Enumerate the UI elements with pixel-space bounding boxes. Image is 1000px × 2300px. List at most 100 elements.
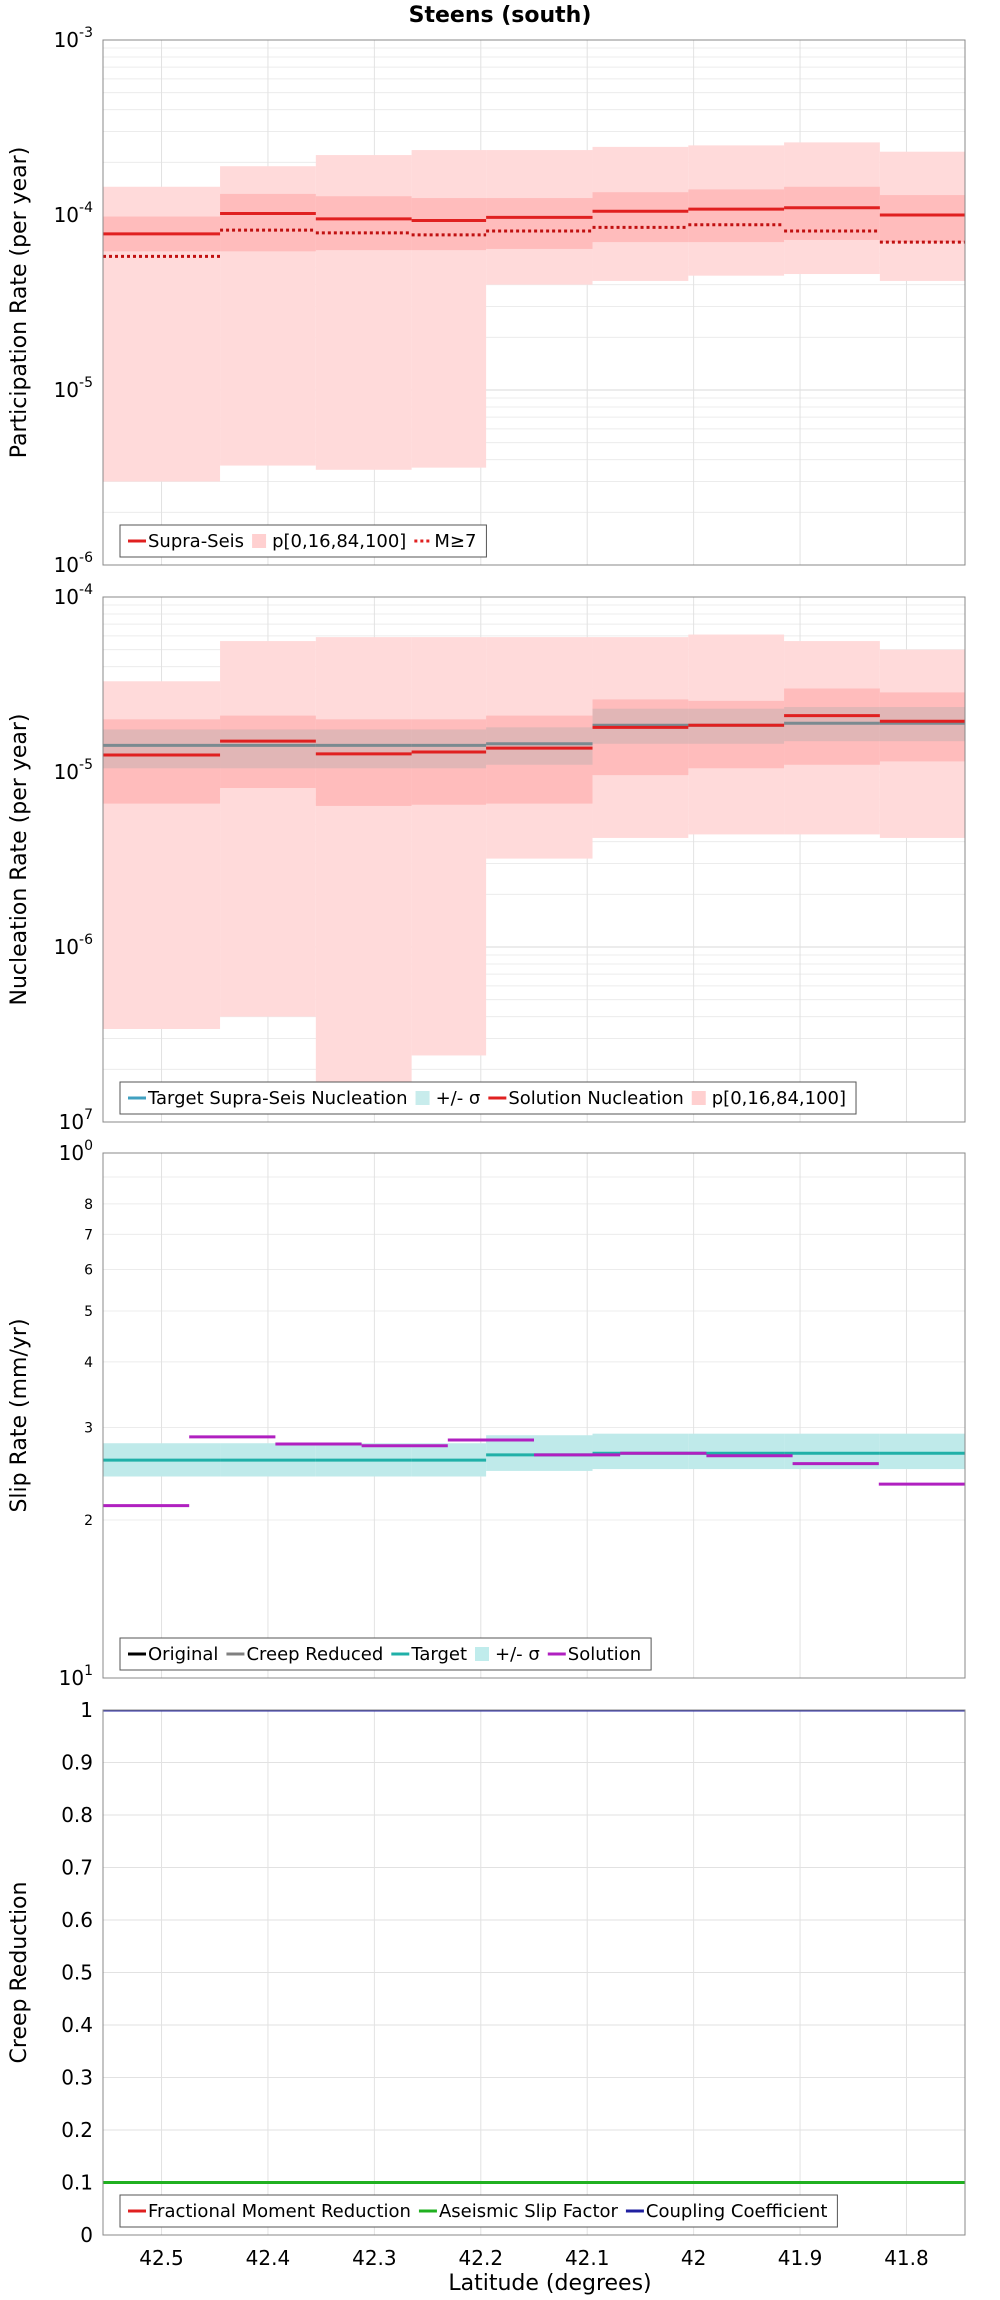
panel-nucleation: 107 10-6 10-5 10-4 Nucleation Rate (per year… (7, 582, 966, 1134)
y-tick-label: 0.5 (61, 1961, 93, 1985)
plot-frame (102, 39, 966, 566)
band-slip-0 (688, 1433, 785, 1470)
legend-label: +/- σ (495, 1644, 540, 1665)
legend-box (119, 1081, 857, 1115)
band-participation-0 (411, 150, 487, 468)
legend-label: Target Supra-Seis Nucleation (147, 1088, 408, 1109)
legend-background (120, 2195, 838, 2227)
x-tick-label: 42.2 (459, 2246, 504, 2270)
panel-participation: 10-6 10-5 10-4 10-3 Participation Rate (per … (7, 25, 966, 577)
y-tick-label: 10-4 (54, 200, 94, 227)
legend-box (119, 1637, 652, 1671)
legend-creep: Fractional Moment Reduction Aseismic Slip… (119, 2194, 838, 2228)
y-tick-label: 10-6 (54, 932, 94, 959)
data-layer (103, 142, 965, 482)
band-participation-1 (592, 192, 689, 243)
plot-area (103, 1153, 965, 1678)
band-participation-1 (220, 193, 316, 252)
y-tick-label: 0.7 (61, 1856, 93, 1880)
x-axis-label: Latitude (degrees) (448, 2271, 651, 2296)
y-tick-label: 0.2 (61, 2118, 93, 2142)
y-tick-label: 10-3 (54, 25, 93, 52)
band-nucleation-0 (315, 637, 412, 1082)
legend-label: Creep Reduced (246, 1644, 383, 1665)
band-nucleation-2 (411, 729, 487, 769)
legend-label: Aseismic Slip Factor (439, 2201, 619, 2222)
legend-background (120, 1082, 857, 1114)
band-participation-1 (486, 198, 593, 249)
legend-label: Solution Nucleation (508, 1088, 683, 1109)
y-tick-label: 100 (59, 1138, 93, 1165)
legend-label: M≥7 (434, 531, 476, 552)
y-tick-label: 101 (59, 1663, 93, 1690)
y-tick-label: 8 (84, 1197, 93, 1213)
y-tick-label: 0.9 (61, 1751, 93, 1775)
legend-swatch (415, 1091, 430, 1105)
band-participation-1 (879, 195, 965, 243)
legend-swatch-band (475, 1647, 489, 1661)
y-tick-label: 10-6 (54, 550, 94, 577)
band-nucleation-2 (486, 727, 593, 765)
panel-creep: 0 0.1 0.2 0.3 0.4 0.5 0.6 0.7 0.8 0.9 1 Creep Reduc… (7, 1698, 966, 2270)
y-axis-label: Nucleation Rate (per year) (7, 714, 32, 1006)
legend-box (119, 524, 487, 558)
legend-label: p[0,16,84,100] (272, 531, 406, 552)
legend-label: Fractional Moment Reduction (148, 2201, 411, 2222)
y-tick-label: 2 (84, 1513, 93, 1529)
data-layer (103, 1433, 965, 1508)
band-slip-0 (879, 1433, 965, 1470)
legend-box (119, 2194, 838, 2228)
y-axis-label: Creep Reduction (7, 1882, 32, 2064)
band-nucleation-0 (220, 641, 316, 1017)
legend-background (120, 525, 487, 557)
legend-swatch (252, 534, 267, 548)
y-tick-label: 10-4 (54, 582, 94, 609)
legend-swatch-band (252, 534, 267, 548)
band-participation-1 (688, 189, 785, 243)
y-tick-label: 0.4 (61, 2013, 93, 2037)
gridlines (103, 1153, 965, 1679)
plot-frame (102, 1709, 966, 2236)
y-tick-label: 1 (80, 1698, 93, 1722)
band-slip-0 (592, 1433, 689, 1470)
y-tick-label: 10-5 (54, 375, 93, 402)
band-participation-1 (411, 198, 487, 251)
y-tick-label: 6 (84, 1262, 93, 1278)
y-tick-label: 107 (59, 1107, 93, 1134)
data-layer (103, 634, 965, 1082)
chart-title: Steens (south) (409, 3, 592, 28)
y-tick-label: 10-5 (54, 757, 93, 784)
plot-frame (102, 1152, 966, 1679)
y-tick-label: 3 (84, 1421, 93, 1437)
y-tick-label: 0.1 (61, 2171, 93, 2195)
legend-label: Coupling Coefficient (646, 2201, 827, 2222)
legend-label: Supra-Seis (148, 531, 244, 552)
band-nucleation-2 (315, 729, 412, 769)
legend-label: Target (410, 1644, 467, 1665)
panels: 10-6 10-5 10-4 10-3 Participation Rate (per … (7, 25, 966, 2270)
legend-label: Original (148, 1644, 218, 1665)
y-tick-label: 4 (84, 1355, 93, 1371)
legend-slip: Original Creep Reduced Target +/- σ Solution (119, 1637, 652, 1671)
legend-swatch (475, 1647, 489, 1661)
legend-label: Solution (568, 1644, 641, 1665)
legend-swatch (691, 1091, 706, 1105)
x-tick-label: 42.4 (246, 2246, 291, 2270)
x-tick-label: 41.9 (778, 2246, 823, 2270)
data-layer (103, 1710, 965, 2184)
band-participation-1 (315, 196, 412, 251)
x-tick-label: 42.3 (352, 2246, 397, 2270)
y-tick-label: 7 (84, 1227, 93, 1243)
legend-label: +/- σ (436, 1088, 481, 1109)
y-tick-label: 5 (84, 1304, 93, 1320)
y-tick-label: 0.6 (61, 1908, 93, 1932)
x-tick-label: 42.1 (565, 2246, 610, 2270)
legend-nucleation: Target Supra-Seis Nucleation +/- σ Solutio… (119, 1081, 857, 1115)
y-tick-label: 0.3 (61, 2066, 93, 2090)
x-tick-label: 41.8 (884, 2246, 929, 2270)
y-axis-label: Slip Rate (mm/yr) (7, 1318, 32, 1512)
legend-participation: Supra-Seis p[0,16,84,100] M≥7 (119, 524, 487, 558)
y-tick-label: 0.8 (61, 1803, 93, 1827)
x-tick-label: 42.5 (139, 2246, 184, 2270)
